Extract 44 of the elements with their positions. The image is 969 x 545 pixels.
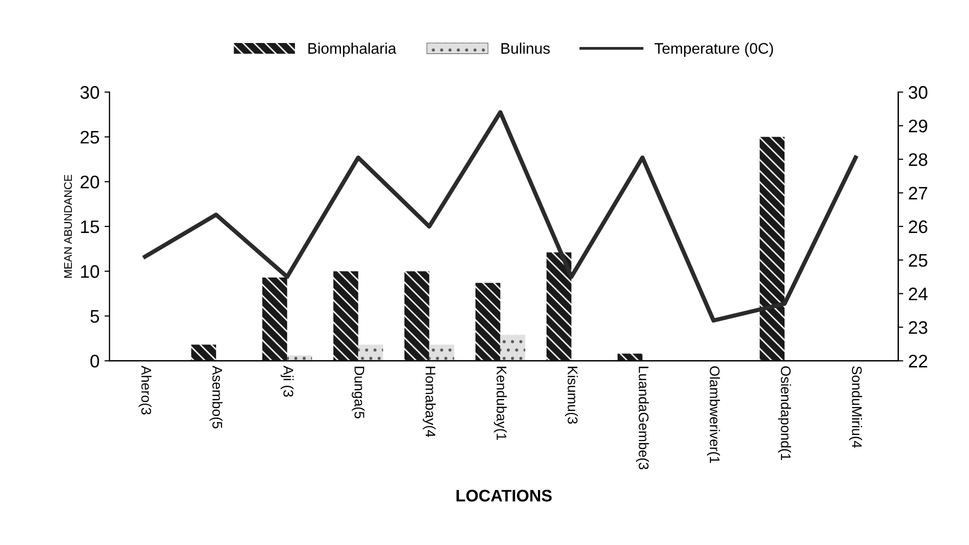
y-tick-label: 30 — [80, 86, 100, 99]
bar — [618, 354, 642, 361]
y2-tick-label: 28 — [908, 153, 928, 166]
x-tick-label: Ahero(3 — [138, 366, 152, 414]
bar — [358, 344, 384, 361]
x-tick-label: Dunga(5 — [352, 366, 365, 418]
y2-tick-label: 23 — [908, 321, 928, 334]
bar — [475, 282, 500, 361]
y-tick-label: 25 — [80, 130, 100, 144]
y2-tick-label: 22 — [908, 354, 928, 368]
y2-tick-label: 29 — [908, 120, 928, 132]
x-tick-label: LuandaGembe(3 — [636, 366, 649, 470]
bar — [262, 278, 288, 361]
y-tick-label: 15 — [81, 220, 100, 234]
bar — [191, 344, 216, 361]
bar — [404, 271, 430, 361]
legend-label: Biomphalaria — [308, 42, 396, 57]
bar — [500, 334, 526, 361]
y2-tick-label: 30 — [908, 86, 928, 99]
y2-tick-label: 25 — [908, 254, 928, 267]
x-tick-label: Osiendapond(1 — [778, 366, 792, 460]
y-tick-label: 10 — [81, 265, 100, 278]
y2-tick-label: 27 — [908, 186, 928, 200]
x-tick-label: Kisumu(3 — [564, 366, 578, 424]
y2-tick-label: 26 — [908, 220, 928, 234]
x-tick-label: Homabay(4 — [422, 366, 436, 438]
legend-label: Bulinus — [501, 42, 550, 54]
bar — [760, 136, 785, 361]
y-tick-label: 0 — [90, 354, 100, 368]
bar — [333, 271, 358, 361]
x-axis-title: LOCATIONS — [456, 490, 552, 502]
bar — [429, 344, 454, 361]
line-series — [142, 110, 858, 323]
x-tick-label: Olambweriver(1 — [707, 366, 720, 463]
x-tick-label: Kendubay(1 — [494, 366, 507, 440]
y-tick-label: 5 — [90, 310, 100, 323]
y2-tick-label: 24 — [908, 288, 928, 300]
y-axis-title: MEAN ABUNDANCE — [64, 174, 72, 278]
y-tick-label: 20 — [80, 176, 100, 188]
bar — [546, 252, 572, 361]
x-tick-label: Aji (3 — [280, 366, 294, 397]
x-tick-label: Asembo(5 — [210, 366, 223, 428]
legend-label: Temperature (0C) — [654, 42, 773, 57]
x-tick-label: SonduMiriu(4 — [849, 366, 862, 448]
